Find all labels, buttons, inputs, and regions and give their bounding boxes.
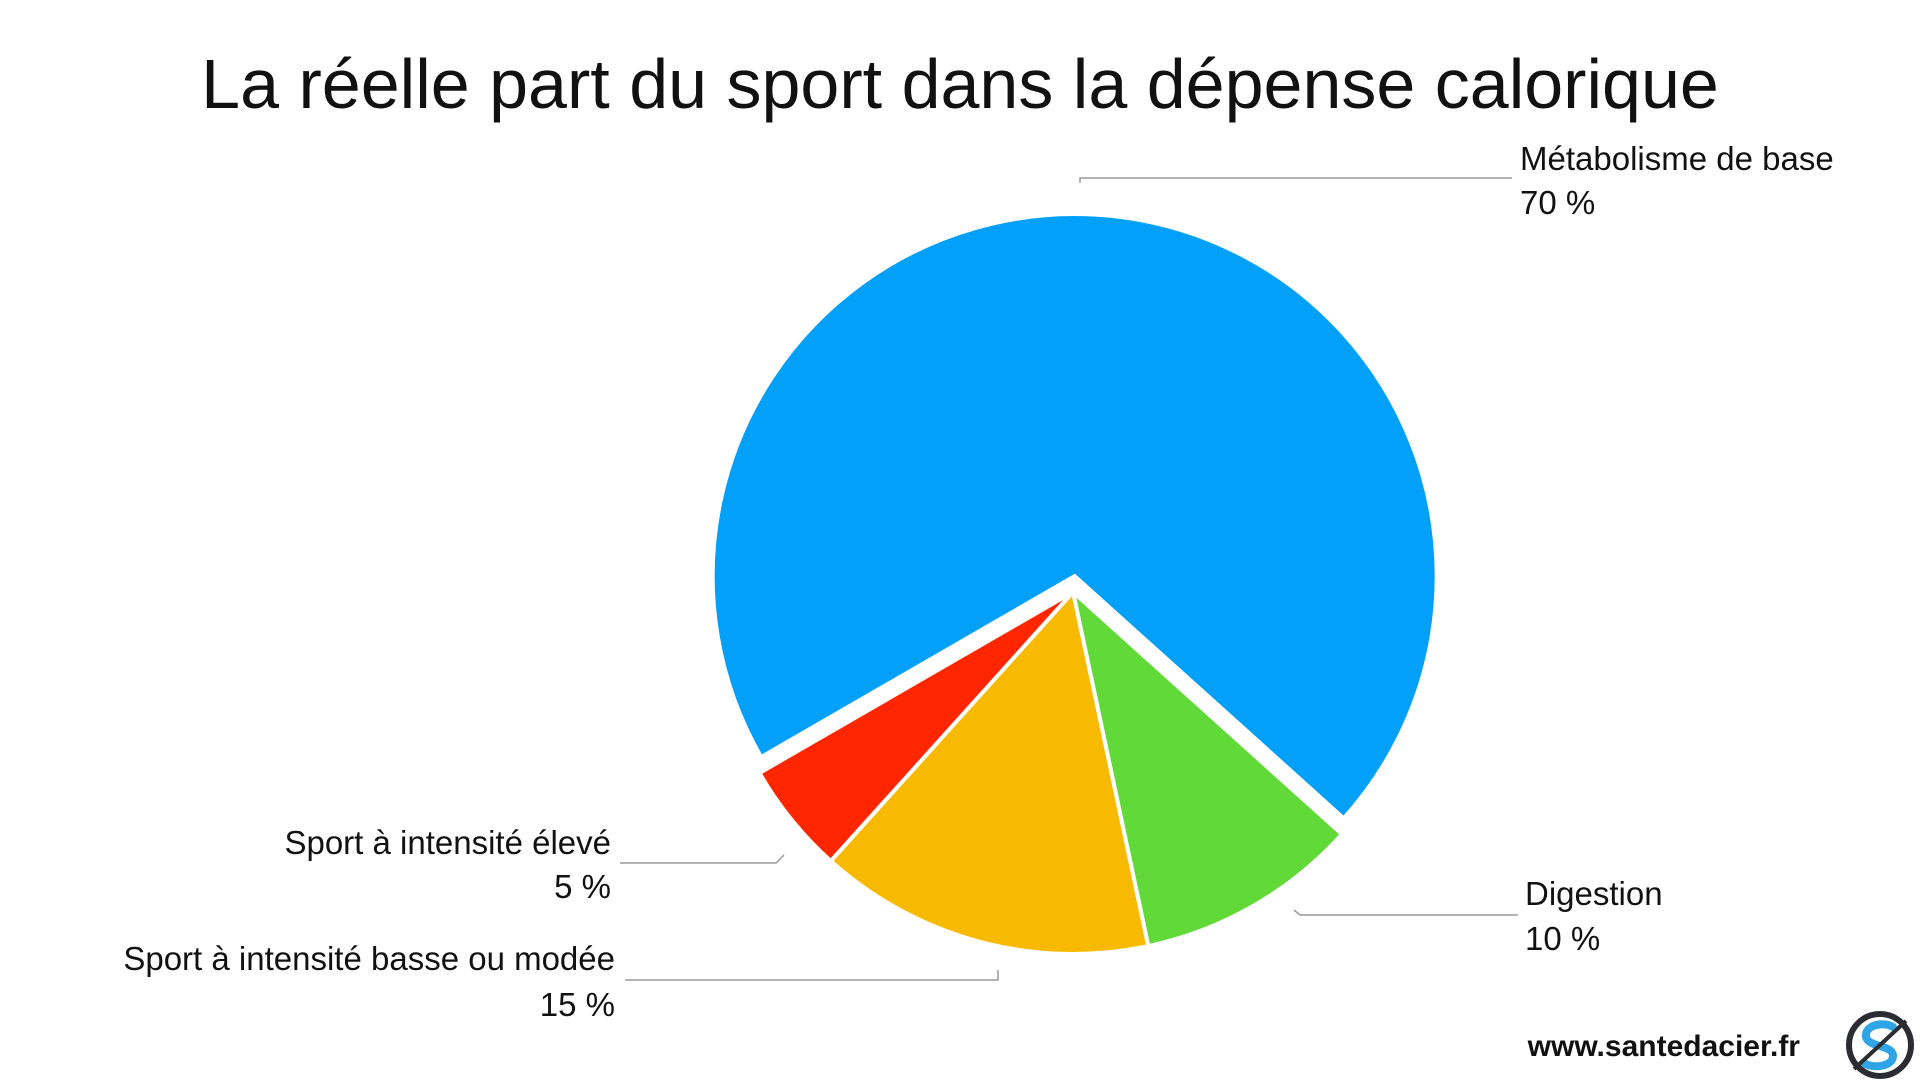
- slice-label-metabolisme-de-base: Métabolisme de base: [1520, 140, 1834, 177]
- pie-slice-metabolisme-de-base: [710, 212, 1439, 822]
- slice-label-sport-a-intensite-eleve: Sport à intensité élevé: [284, 824, 611, 861]
- pie-slice-sport-a-intensite-basse-ou-modee: [827, 587, 1151, 956]
- leader-lines: [620, 177, 1518, 981]
- slice-value-label-metabolisme-de-base: 70 %: [1520, 184, 1595, 221]
- chart-title: La réelle part du sport dans la dépense …: [201, 45, 1719, 123]
- leader-line-metabolisme-de-base: [1079, 177, 1512, 183]
- slice-labels: Métabolisme de base 70 % Digestion 10 % Spor…: [123, 140, 1833, 1023]
- slice-value-label-digestion: 10 %: [1525, 920, 1600, 957]
- website-url: www.santedacier.fr: [1527, 1030, 1801, 1063]
- pie-slice-sport-a-intensite-eleve: [756, 590, 1075, 864]
- slice-value-label-sport-a-intensite-basse-ou-modee: 15 %: [540, 986, 615, 1023]
- leader-line-sport-a-intensite-eleve: [620, 854, 785, 864]
- santedacier-s-logo-icon: [1846, 1011, 1914, 1079]
- leader-line-sport-a-intensite-basse-ou-modee: [625, 970, 999, 981]
- leader-line-digestion: [1293, 909, 1518, 916]
- slice-label-digestion: Digestion: [1525, 875, 1663, 912]
- pie-slice-digestion: [1069, 586, 1345, 949]
- slice-label-sport-a-intensite-basse-ou-modee: Sport à intensité basse ou modée: [123, 940, 615, 977]
- slice-value-label-sport-a-intensite-eleve: 5 %: [554, 868, 611, 905]
- pie-slices: [710, 212, 1439, 956]
